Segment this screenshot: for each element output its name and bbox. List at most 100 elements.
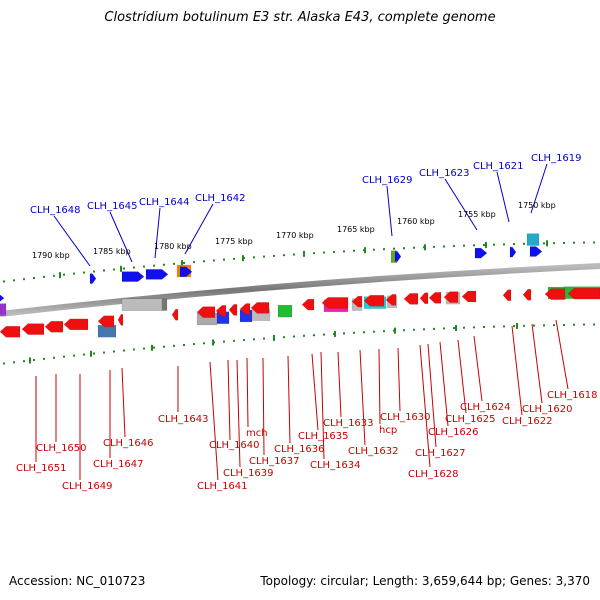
gene-label-clh-1646[interactable]: CLH_1646 (103, 438, 154, 449)
map-title: Clostridium botulinum E3 str. Alaska E43… (104, 10, 496, 25)
reverse-gene-arrow (428, 292, 442, 304)
gene-label-clh-1643[interactable]: CLH_1643 (158, 414, 209, 425)
leader-line (555, 319, 569, 390)
reverse-gene-arrow (250, 302, 270, 314)
gene-label-clh-1619[interactable]: CLH_1619 (531, 153, 582, 164)
leader-line (444, 178, 478, 231)
leader-lines (35, 163, 569, 481)
gene-label-clh-1627[interactable]: CLH_1627 (415, 448, 466, 459)
gene-label-clh-1621[interactable]: CLH_1621 (473, 161, 524, 172)
tick-dot (173, 344, 175, 347)
tick-dot (133, 348, 135, 351)
leader-line (473, 335, 483, 402)
leader-line (419, 344, 431, 468)
gene-feature-box (121, 298, 163, 312)
gene-label-hcp[interactable]: hcp (379, 425, 397, 436)
tick-dot (463, 244, 465, 247)
tick-dot (173, 262, 175, 265)
gene-label-clh-1629[interactable]: CLH_1629 (362, 175, 413, 186)
reverse-gene-arrow (419, 292, 429, 305)
gene-label-clh-1648[interactable]: CLH_1648 (30, 205, 81, 216)
gene-label-clh-1649[interactable]: CLH_1649 (62, 481, 113, 492)
tick-dot (283, 254, 285, 257)
reverse-gene-arrow (97, 315, 115, 328)
gene-label-clh-1634[interactable]: CLH_1634 (310, 460, 361, 471)
accession-text: Accession: NC_010723 (9, 574, 146, 588)
tick-dot (223, 258, 225, 261)
gene-label-clh-1650[interactable]: CLH_1650 (36, 443, 87, 454)
gene-label-clh-1642[interactable]: CLH_1642 (195, 193, 246, 204)
tick-dot (593, 323, 595, 326)
major-tick (516, 323, 518, 330)
tick-dot (553, 242, 555, 245)
tick-dot (83, 271, 85, 274)
major-tick (242, 255, 244, 262)
tick-dot (153, 346, 155, 349)
leader-line (109, 211, 133, 263)
reverse-gene-arrow (351, 295, 363, 308)
tick-dot (183, 261, 185, 264)
gene-label-clh-1633[interactable]: CLH_1633 (323, 418, 374, 429)
gene-label-clh-1622[interactable]: CLH_1622 (502, 416, 553, 427)
tick-dot (413, 328, 415, 331)
gene-label-clh-1645[interactable]: CLH_1645 (87, 201, 138, 212)
reverse-gene-arrow (228, 304, 238, 316)
tick-dot (513, 325, 515, 328)
gene-label-clh-1625[interactable]: CLH_1625 (445, 414, 496, 425)
major-tick (455, 324, 457, 331)
tick-dot (573, 323, 575, 326)
leader-line (209, 361, 219, 481)
leader-line (397, 347, 401, 412)
gene-label-clh-1618[interactable]: CLH_1618 (547, 390, 598, 401)
tick-dot (263, 255, 265, 258)
reverse-gene-arrow (502, 289, 512, 302)
tick-dot (333, 250, 335, 253)
gene-label-clh-1639[interactable]: CLH_1639 (223, 468, 274, 479)
reverse-gene-arrow (443, 291, 459, 303)
reverse-gene-arrow (215, 305, 227, 317)
tick-dot (163, 345, 165, 348)
gene-label-clh-1644[interactable]: CLH_1644 (139, 197, 190, 208)
leader-line (311, 353, 319, 431)
major-tick (29, 357, 31, 364)
gene-label-clh-1640[interactable]: CLH_1640 (209, 440, 260, 451)
leader-line (227, 359, 231, 441)
leader-line (262, 357, 265, 456)
leader-line (154, 207, 161, 259)
gene-label-clh-1641[interactable]: CLH_1641 (197, 481, 248, 492)
reverse-gene-labels: CLH_1651 CLH_1650 CLH_1649 CLH_1647 CLH_… (16, 390, 598, 492)
tick-dot (33, 359, 35, 362)
gene-label-mch[interactable]: mch (246, 428, 268, 439)
gene-label-clh-1626[interactable]: CLH_1626 (428, 427, 479, 438)
gene-label-clh-1637[interactable]: CLH_1637 (249, 456, 300, 467)
scale-label: 1750 kbp (518, 201, 556, 210)
tick-dot (523, 242, 525, 245)
gene-label-clh-1628[interactable]: CLH_1628 (408, 469, 459, 480)
tick-dot (13, 361, 15, 364)
gene-label-clh-1620[interactable]: CLH_1620 (522, 404, 573, 415)
gene-label-clh-1624[interactable]: CLH_1624 (460, 402, 511, 413)
gene-label-clh-1623[interactable]: CLH_1623 (419, 168, 470, 179)
scale-label: 1770 kbp (276, 231, 314, 240)
tick-dot (473, 326, 475, 329)
leader-line (184, 203, 214, 255)
gene-label-clh-1647[interactable]: CLH_1647 (93, 459, 144, 470)
tick-dot (313, 334, 315, 337)
tick-dot (73, 354, 75, 357)
reverse-gene-arrow (363, 294, 385, 307)
major-tick (273, 334, 275, 341)
leader-line (531, 323, 543, 404)
gene-label-clh-1636[interactable]: CLH_1636 (274, 444, 325, 455)
tick-dot (393, 247, 395, 250)
reverse-gene-arrow (567, 287, 600, 300)
tick-dot (583, 323, 585, 326)
gene-label-clh-1632[interactable]: CLH_1632 (348, 446, 399, 457)
tick-dot (263, 337, 265, 340)
tick-dot (183, 343, 185, 346)
gene-label-clh-1630[interactable]: CLH_1630 (380, 412, 431, 423)
gene-label-clh-1651[interactable]: CLH_1651 (16, 463, 67, 474)
gene-label-clh-1635[interactable]: CLH_1635 (298, 431, 349, 442)
tick-dot (323, 333, 325, 336)
tick-dot (43, 275, 45, 278)
